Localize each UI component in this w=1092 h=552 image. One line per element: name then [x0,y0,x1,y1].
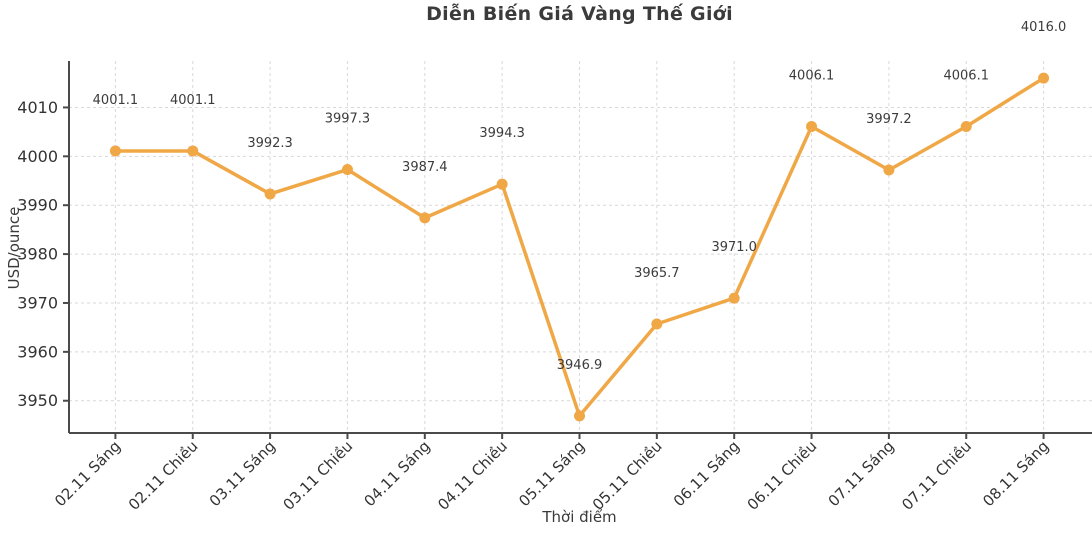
x-tick-label: 04.11 Sáng [360,437,433,510]
x-tick-label: 07.11 Chiều [898,437,975,514]
data-point [574,410,585,422]
data-point [496,178,508,190]
data-point-label: 3987.4 [402,160,448,175]
y-tick-label: 3960 [17,342,58,361]
data-point-label: 3965.7 [634,266,680,281]
y-tick-label: 3990 [17,196,58,215]
data-point-label: 4001.1 [170,93,216,108]
data-point [960,121,972,133]
x-tick-label: 02.11 Sáng [51,437,124,510]
x-tick-label: 06.11 Chiều [744,437,821,514]
data-point [419,212,431,224]
data-point-label: 3994.3 [479,126,525,141]
data-point-label: 4001.1 [93,93,139,108]
data-point [806,121,818,133]
data-point-label: 4006.1 [789,69,835,84]
y-tick-label: 3980 [17,245,58,264]
data-point-label: 3997.2 [866,112,912,127]
data-point [1038,72,1050,84]
y-tick-label: 3970 [17,293,58,312]
x-axis-title: Thời điểm [542,508,617,526]
data-point [109,145,121,157]
x-tick-label: 05.11 Sáng [515,437,588,510]
data-point-label: 3997.3 [325,112,371,127]
data-point [341,164,353,176]
x-tick-label: 05.11 Chiều [589,437,666,514]
data-point [264,188,276,200]
x-tick-label: 07.11 Sáng [825,437,898,510]
x-tick-label: 08.11 Sáng [979,437,1052,510]
x-tick-label: 03.11 Sáng [206,437,279,510]
data-point-label: 3992.3 [247,136,293,151]
x-tick-label: 03.11 Chiều [279,437,356,514]
y-tick-label: 4000 [17,147,58,166]
data-point [651,318,663,330]
y-tick-label: 4010 [17,98,58,117]
x-tick-label: 02.11 Chiều [125,437,202,514]
data-point [728,292,740,304]
data-point-label: 4016.0 [1021,20,1067,35]
x-tick-label: 04.11 Chiều [434,437,511,514]
data-point [187,145,199,157]
data-point-label: 3971.0 [711,240,757,255]
data-point-label: 4006.1 [943,69,989,84]
chart-title: Diễn Biến Giá Vàng Thế Giới [426,3,733,25]
data-point [883,164,895,176]
data-point-label: 3946.9 [557,358,603,373]
x-tick-label: 06.11 Sáng [670,437,743,510]
y-tick-label: 3950 [17,391,58,410]
